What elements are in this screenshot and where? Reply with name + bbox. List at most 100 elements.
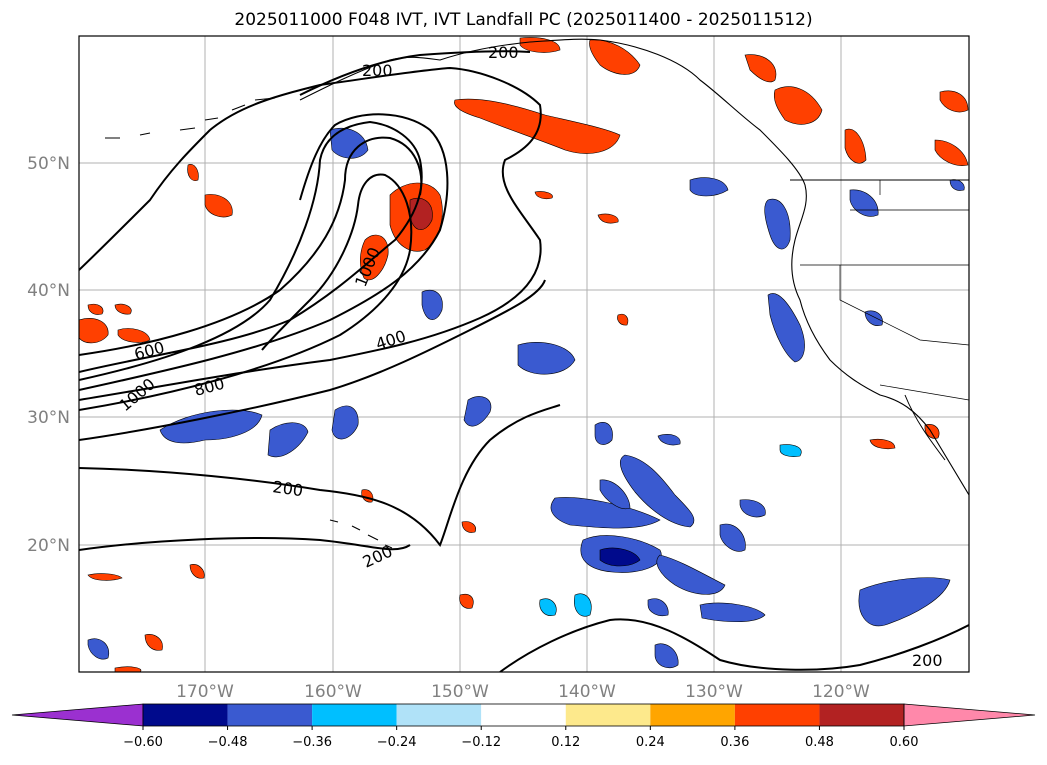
latitude-labels: 50°N 40°N 30°N 20°N — [27, 154, 70, 556]
pos-blob-11 — [204, 194, 233, 218]
pos-blob-4 — [589, 39, 641, 75]
neg-blob-14 — [739, 499, 766, 518]
lon-label-120w: 120°W — [812, 682, 870, 702]
colorbar-frame — [142, 703, 905, 727]
colorbar-bin — [227, 704, 313, 726]
colorbar-tick-label: −0.48 — [208, 735, 248, 750]
neg-blob-17 — [764, 198, 791, 250]
neg-blob-4 — [517, 342, 576, 375]
pos-blob-21 — [617, 313, 629, 326]
coastline-hawaii — [329, 519, 393, 549]
contour-200-mid — [79, 279, 546, 441]
colorbar-tick-label: 0.12 — [551, 735, 580, 750]
map-frame — [78, 35, 970, 673]
colorbar-tick-label: −0.24 — [377, 735, 417, 750]
pos-blob-25 — [114, 666, 142, 672]
neg-blob-3 — [331, 405, 359, 440]
pos-blob-16 — [117, 328, 151, 343]
coastline-baja — [904, 394, 946, 461]
lat-label-50n: 50°N — [27, 154, 70, 174]
neg-blob-7 — [550, 497, 661, 529]
contour-label: 200 — [488, 43, 519, 62]
colorbar-bin — [819, 704, 904, 726]
colorbar-extend-high — [903, 703, 1036, 727]
colorbar-bin — [565, 704, 651, 726]
colorbar-bin — [650, 704, 735, 726]
contour-label: 200 — [362, 61, 393, 80]
pos-blob-7 — [773, 86, 823, 125]
pos-blob-27 — [189, 564, 205, 579]
neg-blob-18 — [767, 293, 805, 363]
pos-blob-22 — [534, 191, 553, 200]
contour-label: 200 — [912, 651, 943, 670]
pos-blob-12 — [187, 164, 199, 181]
map-title: 2025011000 F048 IVT, IVT Landfall PC (20… — [234, 10, 813, 30]
pos-blob-18 — [459, 593, 474, 609]
coastlines — [105, 38, 969, 549]
positive-anomaly-regions — [79, 37, 969, 672]
pos-blob-10 — [934, 139, 969, 166]
lat-label-40n: 40°N — [27, 281, 70, 301]
neg-blob-15 — [594, 421, 613, 445]
lat-label-20n: 20°N — [27, 536, 70, 556]
contour-1000 — [79, 173, 413, 411]
contour-800 — [79, 113, 449, 391]
contour-200-north — [299, 50, 531, 96]
colorbar-tick-label: 0.48 — [805, 735, 834, 750]
neg-blob-9 — [620, 454, 695, 528]
colorbar-bin — [312, 704, 397, 726]
colorbar-tick-label: 0.24 — [636, 735, 665, 750]
state-borders — [800, 180, 969, 401]
longitude-labels: 170°W 160°W 150°W 140°W 130°W 120°W — [176, 682, 870, 702]
colorbar-tick-label: −0.36 — [292, 735, 332, 750]
colorbar-tick-label: −0.60 — [123, 735, 163, 750]
pos-blob-23 — [869, 438, 896, 450]
colorbar-tick-label: 0.36 — [720, 735, 749, 750]
lon-label-170w: 170°W — [176, 682, 234, 702]
pos-blob-8 — [844, 128, 867, 164]
pos-blob-9 — [939, 90, 969, 113]
neg-blob-12 — [699, 602, 766, 622]
lon-label-150w: 150°W — [431, 682, 489, 702]
neg-blob-30 — [657, 434, 681, 446]
pos-blob-15 — [114, 303, 132, 315]
colorbar-bin — [734, 704, 820, 726]
pos-blob-14 — [87, 303, 104, 315]
lat-label-30n: 30°N — [27, 408, 70, 428]
pos-blob-17 — [144, 634, 163, 651]
contour-200-bottom — [499, 618, 969, 672]
ivt-contours — [79, 50, 969, 672]
colorbar-extend-low — [11, 703, 144, 727]
neg-blob-27 — [574, 593, 592, 617]
pos-blob-28 — [87, 573, 123, 581]
neg-blob-23 — [647, 598, 669, 617]
coastline-north-america — [299, 38, 969, 496]
neg-blob-20 — [858, 577, 951, 627]
neg-blob-24 — [654, 643, 679, 669]
neg-core-8 — [599, 547, 641, 567]
neg-blob-13 — [719, 523, 746, 552]
neg-blob-11 — [656, 554, 726, 595]
neg-blob-10 — [599, 479, 631, 510]
colorbar-bin — [396, 704, 482, 726]
lon-label-130w: 130°W — [685, 682, 743, 702]
contour-600 — [79, 136, 423, 356]
pos-blob-20 — [597, 213, 619, 224]
neg-blob-2 — [267, 422, 309, 457]
neg-blob-22 — [87, 638, 110, 660]
coastline-aleutians — [105, 97, 276, 139]
neg-blob-16 — [689, 177, 729, 197]
negative-anomaly-regions — [87, 127, 965, 669]
pos-blob-5 — [519, 37, 561, 53]
colorbar-tick-label: −0.12 — [461, 735, 501, 750]
contour-200-loop — [79, 404, 561, 548]
lon-label-160w: 160°W — [304, 682, 362, 702]
colorbar: −0.60 −0.48 −0.36 −0.24 −0.12 0.12 0.24 0.36 0.4… — [11, 703, 1036, 750]
colorbar-bin — [481, 704, 566, 726]
pos-blob-3 — [454, 98, 621, 154]
neg-blob-5 — [463, 396, 492, 427]
neg-blob-25 — [779, 444, 802, 457]
pos-blob-19 — [461, 521, 476, 533]
contour-200-south — [79, 537, 411, 551]
